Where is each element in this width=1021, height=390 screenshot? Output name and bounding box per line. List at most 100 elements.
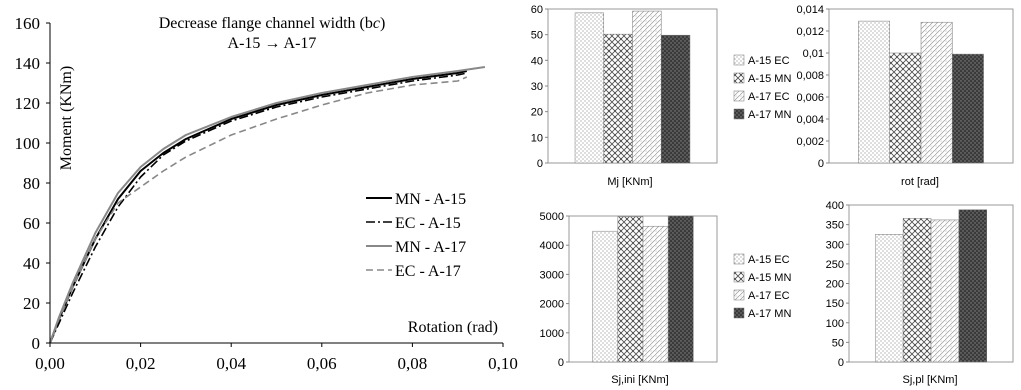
bar-2 [603,33,633,164]
x-tick-label: 0,02 [126,354,156,373]
legend-label: A-17 MN [748,308,791,320]
legend-label: A-15 MN [748,73,791,85]
legend-label: A-15 MN [748,272,791,284]
y-tick-label: 0 [537,158,543,170]
y-tick-label: 0,012 [796,26,824,38]
bar-1 [874,234,904,363]
y-tick-label: 50 [832,337,844,349]
bar-2 [902,218,932,363]
y-tick-label: 0,01 [803,48,824,60]
series-lines [49,66,486,344]
y-tick-label: 200 [826,279,844,291]
y-tick-label: 0,006 [796,92,824,104]
legend-swatch [733,307,745,319]
y-tick-label: 0,004 [796,114,824,126]
bar-4 [952,53,984,164]
bar-charts: 0 10 20 30 40 50 60 Mj [KNm] 0 0,002 0,004 0,006 0,0… [531,4,1014,386]
y-tick-label: 120 [15,94,41,113]
y-tick-label: 100 [15,134,41,153]
y-tick-label: 150 [826,298,844,310]
y-tick-label: 0 [558,357,564,369]
bar-4 [667,215,694,363]
y-tick-label: 10 [531,132,543,144]
series-line-3 [49,66,486,344]
x-tick-label: 0,00 [35,354,65,373]
x-tick-labels: 0,00 0,02 0,04 0,06 0,08 0,10 [35,343,518,373]
y-tick-label: 0,002 [796,136,824,148]
y-tick-label: 30 [531,81,543,93]
bar-chart-1: 0 10 20 30 40 50 60 Mj [KNm] [531,4,718,188]
y-tick-label: 160 [15,14,41,33]
bar-chart-3: 0 1000 2000 3000 4000 5000 Sj,ini [KNm] [540,211,718,386]
legend-label: A-17 EC [748,91,790,103]
y-tick-label: 100 [826,318,844,330]
bar-3 [920,21,953,164]
legend-label: A-15 EC [748,254,790,266]
y-tick-label: 0,014 [796,4,824,16]
y-tick-label: 5000 [540,211,564,223]
x-tick-label: 0,08 [398,354,428,373]
y-tick-label: 4000 [540,240,564,252]
legend-label: MN - A-17 [395,239,466,256]
bar-2 [617,216,644,363]
y-tick-label: 3000 [540,269,564,281]
y-tick-label: 80 [23,174,40,193]
y-tick-label: 140 [15,54,41,73]
y-tick-label: 1000 [540,328,564,340]
chart-subtitle: A-15 → A-17 [228,35,317,52]
bar-2 [889,52,922,164]
legend-label: A-15 EC [748,55,790,67]
x-axis-label: Sj,ini [KNm] [611,374,668,386]
x-tick-label: 0,04 [216,354,246,373]
x-axis-label: Sj,pl [KNm] [902,374,957,386]
y-tick-label: 60 [23,214,40,233]
y-tick-labels: 0 20 40 60 80 100 120 140 160 [15,14,50,353]
bar-1 [592,230,619,363]
x-axis-label: rot [rad] [901,176,939,188]
series-line-2 [49,72,467,344]
bar-legend-1: A-15 EC A-15 MN A-17 EC A-17 MN [733,54,791,121]
legend-swatch [733,72,745,84]
bar-chart-2: 0 0,002 0,004 0,006 0,008 0,01 0,012 0,014 rot [… [796,4,1014,188]
y-tick-label: 0 [32,334,41,353]
bar-4 [660,34,691,164]
legend-label: A-17 MN [748,109,791,121]
legend-swatch [733,108,745,120]
legend-swatch [733,54,745,66]
y-tick-label: 350 [826,220,844,232]
y-tick-label: 20 [23,294,40,313]
x-axis-label: Rotation (rad) [408,319,498,336]
y-tick-label: 40 [23,254,40,273]
legend-label: A-17 EC [748,290,790,302]
y-tick-label: 40 [531,55,543,67]
legend-swatch [733,253,745,265]
bar-3 [642,225,669,363]
bar-legend-2: A-15 EC A-15 MN A-17 EC A-17 MN [733,253,791,320]
y-tick-label: 50 [531,30,543,42]
y-tick-label: 0 [818,158,824,170]
bar-1 [574,12,605,164]
x-tick-label: 0,06 [307,354,337,373]
legend-swatch [733,271,745,283]
line-legend: MN - A-15 EC - A-15 MN - A-17 EC - A-17 [366,191,466,280]
y-tick-label: 20 [531,107,543,119]
y-tick-label: 60 [531,4,543,16]
chart-title: Decrease flange channel width (bc) [159,15,386,32]
legend-label: EC - A-17 [395,263,461,280]
bar-4 [958,209,988,363]
bar-1 [858,20,890,164]
bar-chart-4: 0 50 100 150 200 250 300 350 400 Sj,pl [KNm] [826,200,1014,386]
x-axis-label: Mj [KNm] [607,176,652,188]
bar-3 [632,10,662,164]
x-tick-label: 0,10 [488,354,518,373]
y-tick-label: 0,008 [796,70,824,82]
bar-legends: A-15 ECA-15 MNA-17 ECA-17 MNA-15 ECA-15 … [733,54,791,320]
y-tick-label: 2000 [540,299,564,311]
bar-3 [930,219,960,363]
legend-swatch [733,90,745,102]
series-line-4 [49,76,468,344]
legend-swatch [733,289,745,301]
y-tick-label: 0 [838,357,844,369]
